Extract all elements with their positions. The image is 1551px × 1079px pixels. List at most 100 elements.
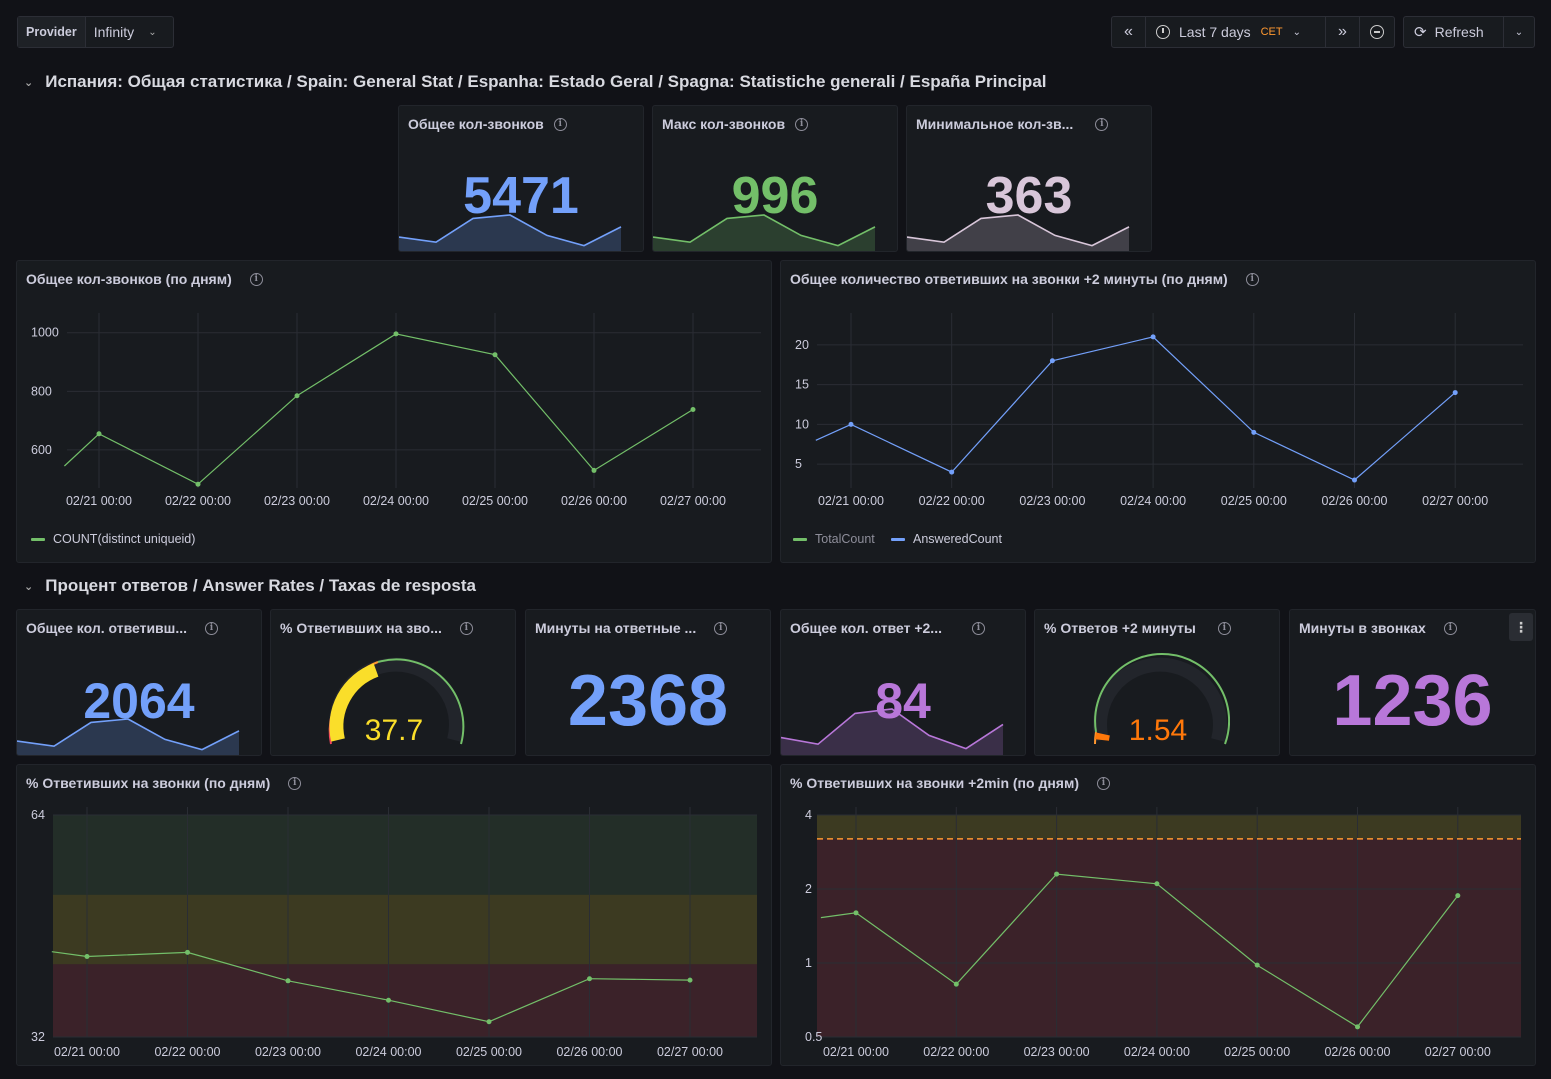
panel-title: Общее количество ответивших на звонки +2… [790,271,1228,287]
timeseries-panel-answered-2min-per-day[interactable]: Общее количество ответивших на звонки +2… [780,260,1536,563]
time-forward-button[interactable]: » [1326,17,1360,47]
y-tick-label: 32 [31,1030,45,1044]
info-icon[interactable]: i [459,621,473,635]
data-point [848,421,854,427]
x-tick-label: 02/27 00:00 [657,1045,723,1059]
panel-title: Минимальное кол-зв... [916,116,1074,132]
info-icon[interactable]: i [288,776,302,790]
zoom-out-button[interactable] [1360,17,1394,47]
chart-canvas: 02/21 00:00 02/22 00:00 02/23 00:00 02/24 0… [805,807,1521,1059]
timeseries-panel-calls-per-day[interactable]: Общее кол-звонков (по дням) i 02/21 00:00… [16,260,772,563]
y-tick-label: 1 [805,956,812,970]
stat-panel-total-answered[interactable]: Общее кол. ответивш... i 2064 [16,609,262,756]
sparkline [653,214,876,251]
legend-swatch [891,537,905,541]
y-tick-label: 64 [31,808,45,822]
y-tick-label: 2 [805,882,812,896]
x-tick-label: 02/23 00:00 [264,494,330,508]
gauge-panel-answered-2min-percent[interactable]: % Ответов +2 минуты i 1.54 [1034,609,1280,756]
x-tick-label: 02/25 00:00 [1221,494,1287,508]
legend-label: COUNT(distinct uniqueid) [53,532,196,546]
data-point [1049,358,1055,364]
x-tick-label: 02/22 00:00 [154,1045,220,1059]
refresh-button[interactable]: ⟳ Refresh [1404,17,1504,47]
time-range-group: « Last 7 days CET ⌄ » [1111,16,1395,48]
info-icon[interactable]: i [795,117,809,131]
data-point [953,981,959,987]
info-icon[interactable]: i [971,621,985,635]
x-tick-label: 02/24 00:00 [1124,1045,1190,1059]
timezone-label: CET [1260,26,1283,38]
data-point [587,976,592,982]
info-icon[interactable]: i [1217,621,1231,635]
data-point [1150,334,1156,340]
data-point [690,406,696,412]
threshold-band [817,815,1521,839]
x-tick-label: 02/24 00:00 [355,1045,421,1059]
stat-panel-total-calls[interactable]: Общее кол-звонков i 5471 [398,105,644,252]
row-title: Процент ответов / Answer Rates / Taxas d… [45,576,476,595]
info-icon[interactable]: i [714,621,728,635]
x-tick-label: 02/27 00:00 [1425,1045,1491,1059]
variable-picker[interactable]: Provider Infinity ⌄ [17,16,174,48]
panel-title: Общее кол. ответивш... [26,620,187,636]
data-point [687,977,693,983]
x-tick-label: 02/22 00:00 [165,494,231,508]
data-point [486,1019,492,1025]
data-point [492,352,498,358]
info-icon[interactable]: i [249,272,263,286]
x-tick-label: 02/26 00:00 [556,1045,622,1059]
panel-menu-button[interactable]: ⋮ [1509,613,1533,641]
stat-panel-min-calls[interactable]: Минимальное кол-зв... i 363 [906,105,1152,252]
info-icon[interactable]: i [205,621,218,635]
y-tick-label: 0.5 [805,1030,822,1044]
stat-panel-answered-2min-total[interactable]: Общее кол. ответ +2... i 84 [780,609,1026,756]
legend-item[interactable]: COUNT(distinct uniqueid) [31,532,195,546]
row-header-answer-rates[interactable]: ⌄ Процент ответов / Answer Rates / Taxas… [24,576,476,596]
time-back-button[interactable]: « [1112,17,1146,47]
row-header-general-stats[interactable]: ⌄ Испания: Общая статистика / Spain: Gen… [24,72,1047,92]
info-icon[interactable]: i [1443,621,1457,635]
gauge-panel-answered-percent[interactable]: % Ответивших на зво... i 37.7 [270,609,516,756]
data-point [386,997,391,1003]
timeseries-panel-answered-2min-percent-per-day[interactable]: % Ответивших на звонки +2min (по дням) i … [780,764,1536,1066]
stat-value: 1236 [1332,661,1493,741]
stat-value: 84 [875,673,931,729]
stat-panel-answered-minutes[interactable]: Минуты на ответные ... i 2368 [525,609,771,756]
chevron-down-icon: ⌄ [1292,26,1301,38]
x-tick-label: 02/22 00:00 [919,494,985,508]
stat-panel-call-minutes[interactable]: Минуты в звонках i ⋮ 1236 [1289,609,1536,756]
gauge: 37.7 [328,657,465,747]
info-icon[interactable]: i [553,117,567,131]
row-title: Испания: Общая статистика / Spain: Gener… [45,72,1047,91]
double-chevron-right-icon: » [1338,23,1347,40]
stat-value: 363 [985,167,1073,225]
sparkline-area [781,709,1003,755]
info-icon[interactable]: i [1095,117,1109,131]
data-point [96,431,102,437]
info-icon[interactable]: i [1245,272,1259,286]
sparkline [781,708,1004,755]
x-tick-label: 02/27 00:00 [1422,494,1488,508]
variable-value[interactable]: Infinity [93,24,135,40]
legend-item[interactable]: TotalCount [793,532,875,546]
data-point [195,481,201,487]
data-point [1154,881,1160,887]
time-range-label: Last 7 days [1179,24,1251,40]
legend-item[interactable]: AnsweredCount [891,532,1002,546]
stat-value: 2064 [83,673,195,729]
x-tick-label: 02/23 00:00 [255,1045,321,1059]
legend-label: TotalCount [815,532,875,546]
stat-panel-max-calls[interactable]: Макс кол-звонков i 996 [652,105,898,252]
x-tick-label: 02/26 00:00 [561,494,627,508]
panel-title: Макс кол-звонков [662,116,786,132]
refresh-interval-dropdown[interactable]: ⌄ [1504,17,1534,47]
info-icon[interactable]: i [1096,776,1110,790]
data-point [84,954,90,960]
data-point [949,469,955,475]
time-picker-button[interactable]: Last 7 days CET ⌄ [1146,17,1326,47]
series-line [815,336,1456,481]
sparkline-area [653,215,875,251]
timeseries-panel-answered-percent-per-day[interactable]: % Ответивших на звонки (по дням) i 02/21 … [16,764,772,1066]
y-tick-label: 15 [795,378,809,392]
